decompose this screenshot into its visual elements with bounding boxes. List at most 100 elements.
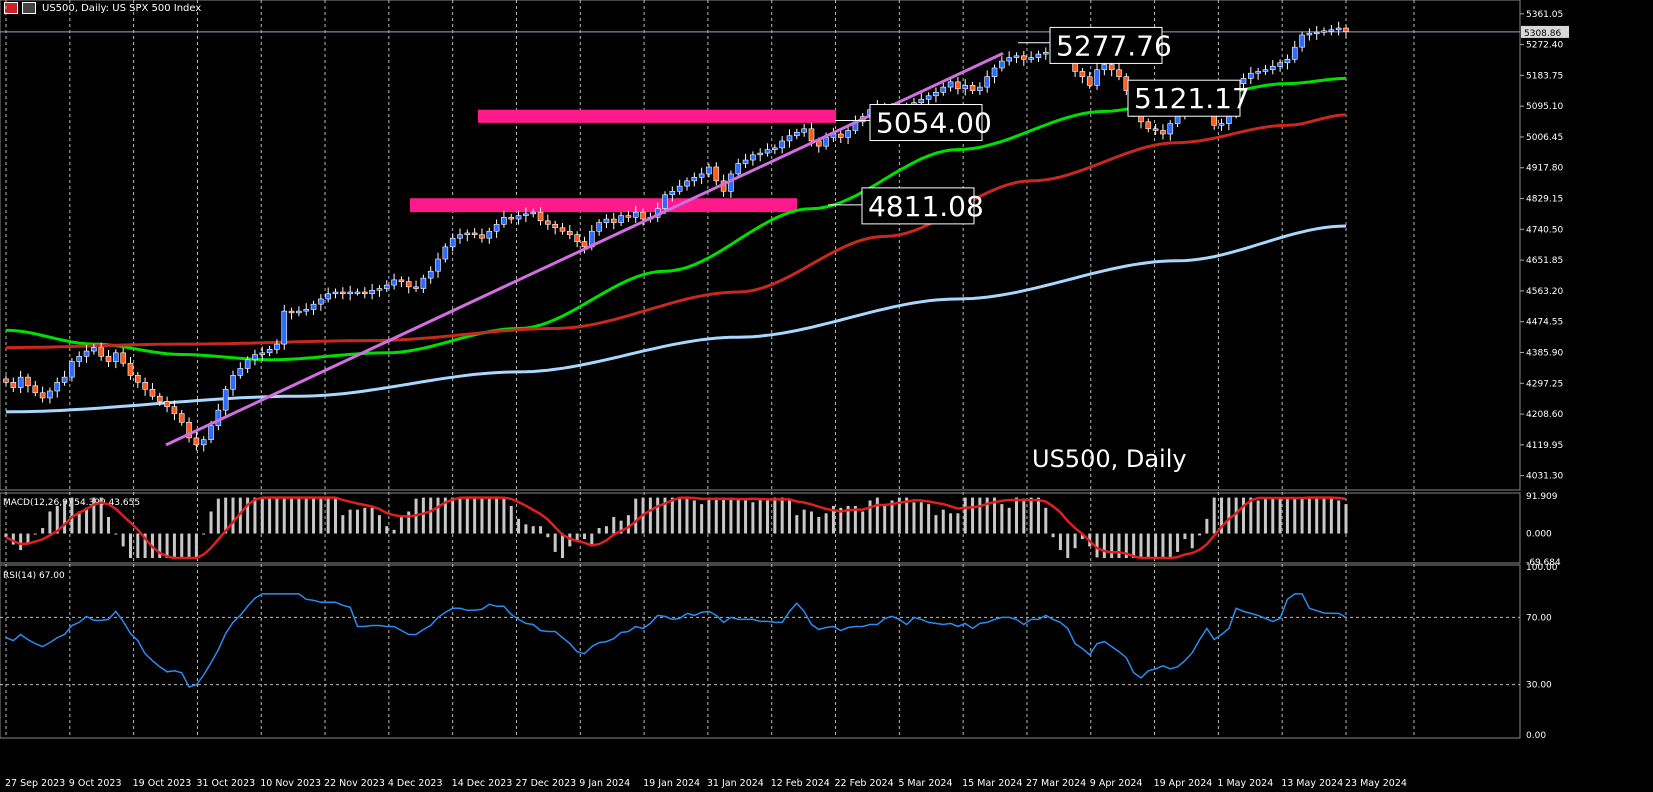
macd-histogram-bar [282,497,286,534]
annotation-price-label: 5121.17 [1134,82,1250,115]
candle-body [354,291,361,294]
macd-histogram-bar [846,505,850,534]
candle-body [508,217,515,220]
macd-histogram-bar [853,505,857,534]
y-tick-label: 4297.25 [1526,379,1563,389]
macd-histogram-bar [978,497,982,534]
macd-histogram-bar [1307,497,1311,534]
x-tick-label: 15 Mar 2024 [962,778,1022,789]
macd-histogram-bar [568,533,572,547]
symbol-label: US500, Daily: [42,2,110,14]
candle-body [1321,30,1327,33]
macd-histogram-bar [487,497,491,534]
candle-body [222,388,229,411]
macd-histogram-bar [180,533,184,559]
chart-window-icon[interactable] [4,2,18,14]
macd-histogram-bar [670,497,674,534]
macd-histogram-bar [685,497,689,534]
macd-histogram-bar [92,497,96,534]
macd-histogram-bar [612,516,616,534]
macd-y-tick-label: -69.684 [1526,558,1561,568]
candle-body [471,232,478,236]
macd-y-tick-label: 91.909 [1526,492,1558,502]
macd-histogram-bar [1080,533,1084,540]
macd-histogram-bar [48,511,52,534]
candle-body [772,147,778,150]
candle-body [1021,55,1027,60]
macd-histogram-bar [744,500,748,534]
candle-body [156,395,163,402]
macd-histogram-bar [377,515,381,534]
candle-body [610,218,617,223]
macd-histogram-bar [194,533,198,559]
macd-histogram-bar [809,511,813,534]
y-tick-label: 4119.95 [1526,441,1563,451]
candle-body [750,154,756,161]
macd-histogram-bar [626,515,630,534]
macd-histogram-bar [634,498,638,534]
candle-body [794,131,800,137]
macd-histogram-bar [1344,504,1348,534]
macd-histogram-bar [949,513,953,534]
candle-body [1152,128,1159,131]
candle-body [984,76,991,88]
macd-histogram-bar [260,497,264,534]
y-tick-label: 4563.20 [1526,287,1563,297]
rsi-y-tick-label: 100.00 [1526,563,1558,573]
macd-histogram-bar [963,497,967,534]
x-tick-label: 22 Nov 2023 [324,778,385,789]
macd-histogram-bar [971,497,975,534]
macd-histogram-bar [70,497,74,534]
macd-histogram-bar [707,497,711,534]
macd-histogram-bar [458,497,462,534]
candle-body [947,81,954,88]
current-price-label: 5308.86 [1524,29,1561,39]
ma-lightblue-line [5,224,1347,414]
candle-body [706,166,712,175]
macd-histogram-bar [1241,497,1245,534]
candle-body [259,352,266,355]
candle-body [1079,71,1086,77]
candle-body [596,222,602,232]
x-tick-label: 12 Feb 2024 [771,778,830,789]
macd-histogram-bar [1337,500,1341,534]
macd-histogram-bar [348,509,352,534]
candles-icon[interactable] [22,2,36,14]
macd-histogram-bar [1227,497,1231,534]
macd-histogram-bar [26,533,30,543]
candle-body [764,149,771,154]
candle-body [442,246,449,260]
candle-body [837,133,844,138]
candle-body [171,406,178,414]
candle-body [1277,62,1283,67]
macd-histogram-bar [1212,497,1216,534]
candle-body [618,215,624,223]
macd-histogram-bar [107,516,111,534]
macd-histogram-bar [751,502,755,534]
candle-body [332,291,339,295]
y-tick-label: 4829.15 [1526,195,1563,205]
candle-body [83,350,90,357]
candle-body [457,234,463,239]
macd-histogram-bar [1058,533,1062,551]
candle-body [17,376,24,388]
candle-body [1145,121,1152,130]
macd-histogram-bar [209,511,213,534]
x-tick-label: 9 Oct 2023 [69,778,122,789]
candle-body [991,67,998,77]
macd-histogram-bar [824,513,828,534]
candle-body [1006,57,1012,62]
annotation-price-label: 5054.00 [876,107,992,140]
candle-body [464,232,471,236]
macd-histogram-bar [253,497,257,534]
macd-histogram-bar [839,507,843,534]
rsi-line [5,593,1347,688]
macd-histogram-bar [656,497,660,534]
candle-body [918,98,925,104]
candle-body [237,368,244,376]
support-zone-lower [410,198,797,213]
candle-body [98,347,104,357]
y-tick-label: 5272.40 [1526,41,1563,51]
macd-histogram-bar [861,511,865,534]
